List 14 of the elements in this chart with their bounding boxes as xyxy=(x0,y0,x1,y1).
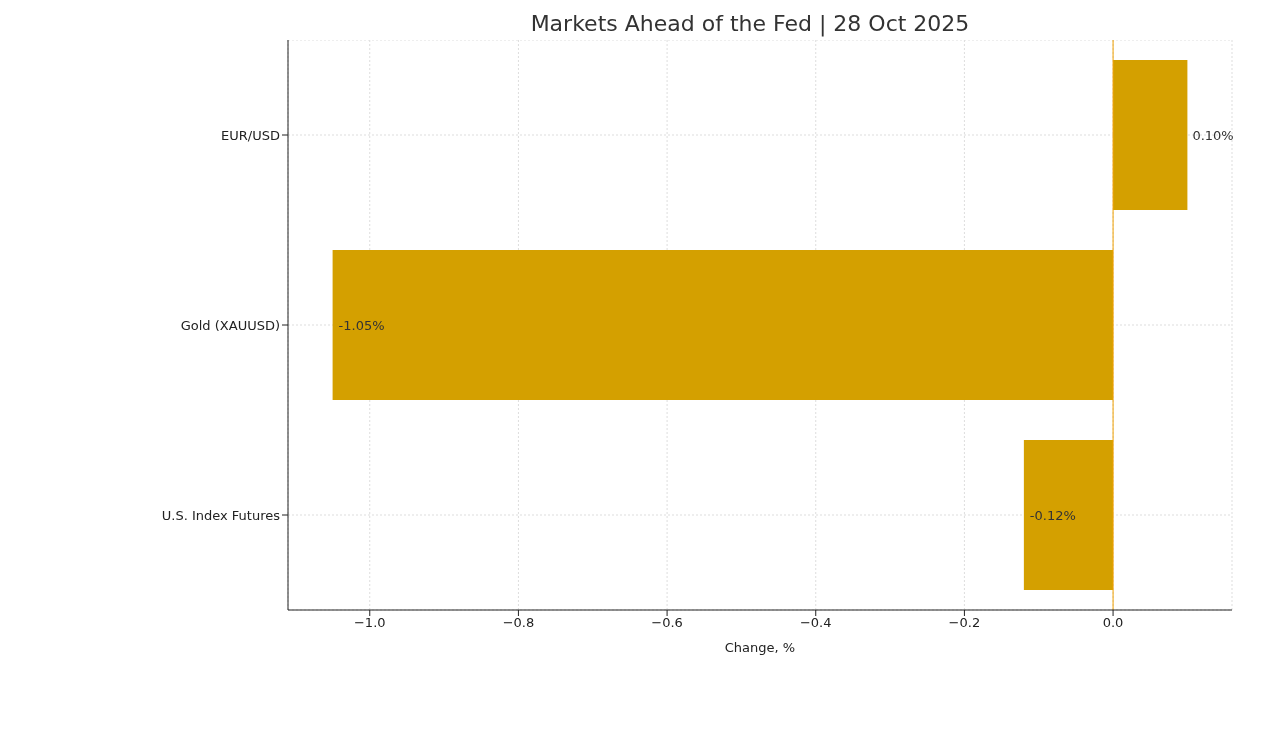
data-label: -0.12% xyxy=(1029,507,1076,523)
chart-title: Markets Ahead of the Fed | 28 Oct 2025 xyxy=(529,10,971,39)
x-tick-label: −0.8 xyxy=(502,615,535,631)
y-tick-label: Gold (XAUUSD) xyxy=(180,317,280,333)
x-tick-label: −0.6 xyxy=(651,615,683,631)
y-tick-label: U.S. Index Futures xyxy=(161,507,281,523)
data-label: -1.05% xyxy=(338,317,385,333)
x-tick-label: 0.0 xyxy=(1102,615,1124,631)
x-axis-title: Change, % xyxy=(724,640,796,655)
x-tick-label: −0.2 xyxy=(948,615,981,631)
x-tick-label: −0.4 xyxy=(799,615,832,631)
y-tick-label: EUR/USD xyxy=(221,127,280,143)
x-tick-label: −1.0 xyxy=(353,615,386,631)
data-label: 0.10% xyxy=(1192,127,1234,143)
